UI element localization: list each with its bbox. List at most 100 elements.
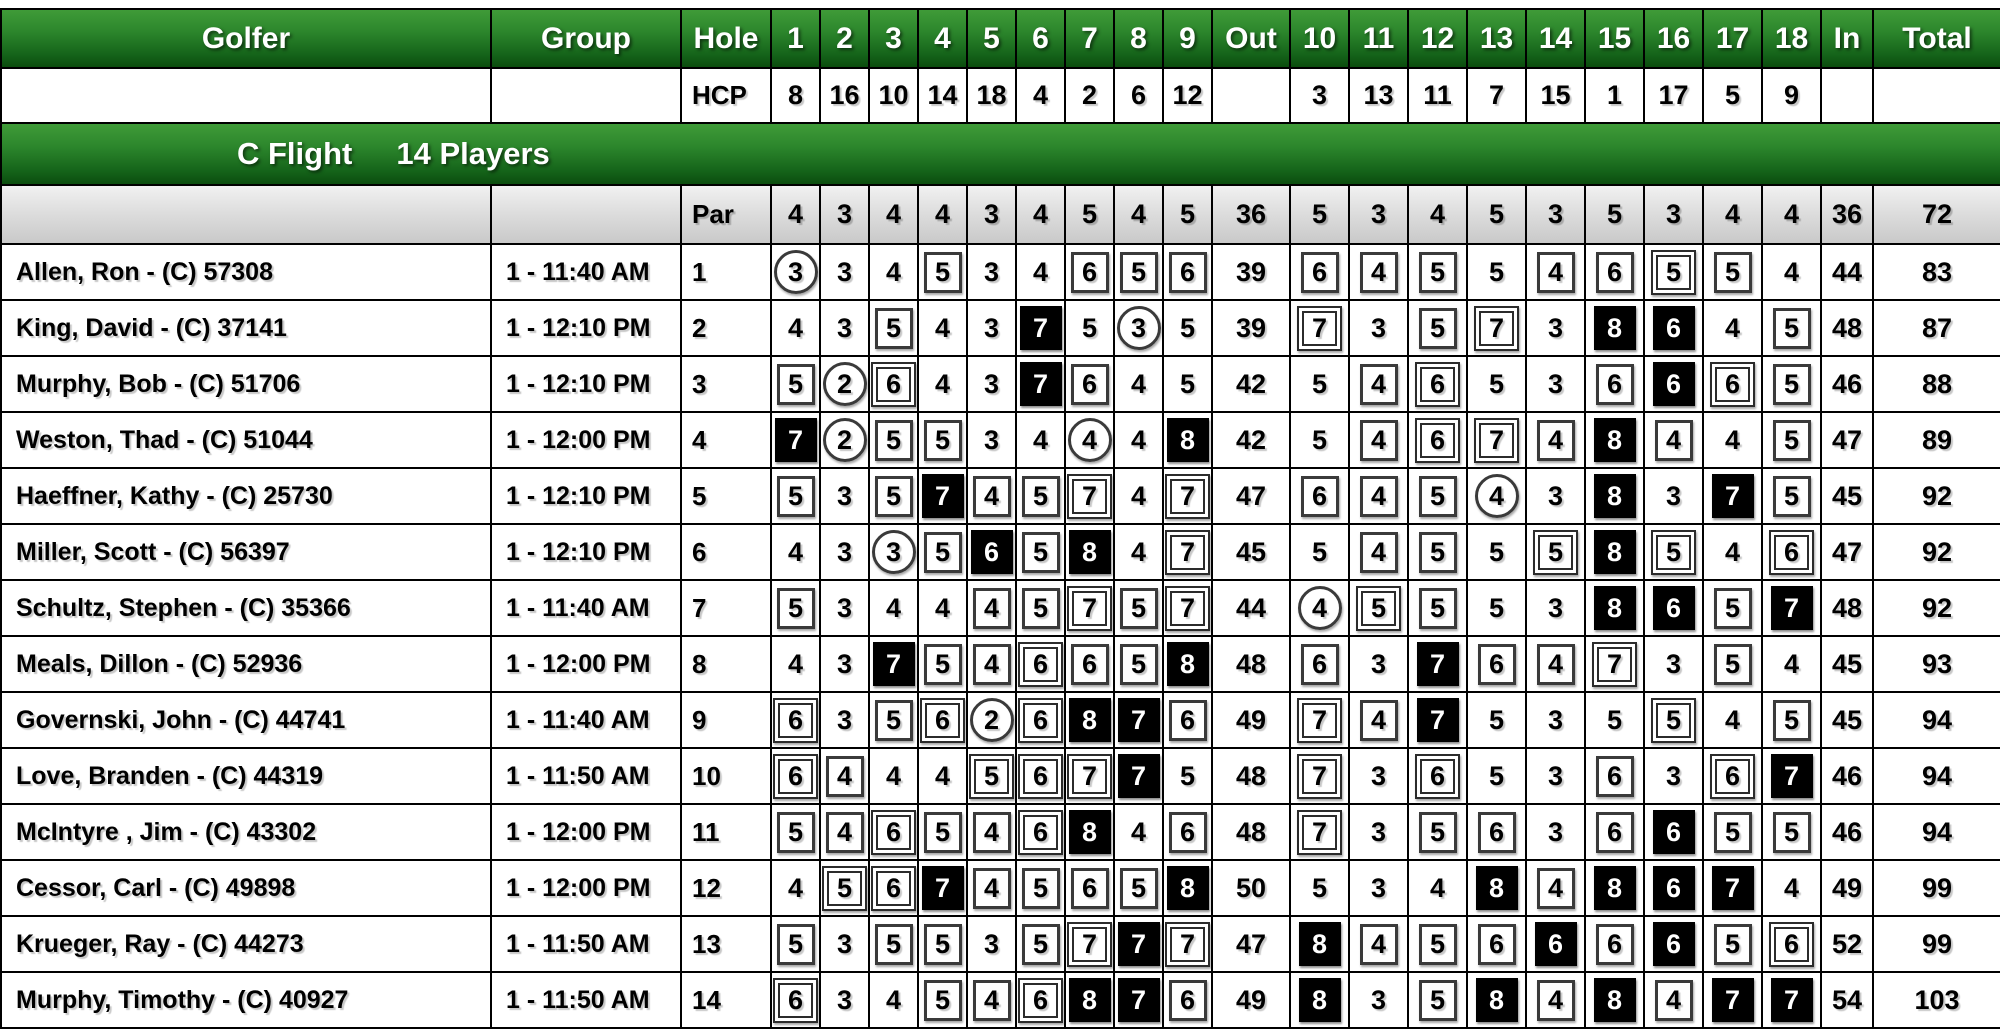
hole-score: 7	[1584, 635, 1645, 693]
hole-score: 6	[1466, 803, 1527, 861]
score-mark-par: 4	[934, 592, 951, 623]
score-mark-par: 4	[885, 984, 902, 1015]
row-number: 8	[680, 635, 772, 693]
hole-score: 5	[1702, 243, 1763, 301]
hole-score: 3	[1348, 803, 1409, 861]
score-mark-par: 3	[836, 648, 853, 679]
hole-score: 7	[1162, 579, 1213, 637]
hole-score: 5	[1015, 579, 1066, 637]
score-mark-double-bogey: 6	[1415, 361, 1460, 407]
score-mark-bogey: 4	[972, 979, 1011, 1021]
group-time: 1 - 12:10 PM	[490, 467, 682, 525]
score-mark-double-bogey: 5	[969, 753, 1014, 799]
score-mark-birdie: 2	[822, 362, 867, 406]
hole-score: 5	[917, 411, 968, 469]
hole-score: 7	[1113, 915, 1164, 973]
hole-score: 7	[1162, 915, 1213, 973]
group-time: 1 - 11:50 AM	[490, 971, 682, 1029]
score-mark-triple-bogey: 7	[1117, 922, 1160, 966]
score-mark-birdie: 2	[969, 698, 1014, 742]
hole-score: 5	[1407, 467, 1468, 525]
hole-score: 5	[1466, 523, 1527, 581]
score-mark-double-bogey: 6	[1018, 697, 1063, 743]
column-header-hole-5: 5	[966, 8, 1017, 69]
hole-score: 5	[770, 915, 821, 973]
in-score: 48	[1820, 579, 1874, 637]
hole-score: 5	[917, 635, 968, 693]
par-value: 3	[1643, 184, 1704, 245]
score-mark-par: 3	[1370, 760, 1387, 791]
hole-score: 3	[819, 635, 870, 693]
score-mark-par: 4	[885, 760, 902, 791]
score-mark-bogey: 4	[1359, 419, 1398, 461]
hole-score: 3	[868, 523, 919, 581]
hole-score: 5	[868, 299, 919, 357]
score-mark-bogey: 5	[874, 307, 913, 349]
hole-score: 6	[1289, 635, 1350, 693]
hcp-total-blank	[1872, 67, 2000, 124]
hole-score: 5	[1407, 803, 1468, 861]
score-mark-par: 4	[934, 368, 951, 399]
hole-score: 5	[1761, 411, 1822, 469]
hole-score: 3	[1525, 355, 1586, 413]
hole-score: 4	[868, 579, 919, 637]
in-score: 47	[1820, 411, 1874, 469]
hole-score: 6	[1015, 971, 1066, 1029]
score-mark-par: 3	[1547, 592, 1564, 623]
par-value: 3	[1525, 184, 1586, 245]
score-mark-bogey: 6	[1595, 251, 1634, 293]
hole-score: 4	[1348, 467, 1409, 525]
hole-score: 4	[1407, 859, 1468, 917]
hole-score: 3	[1348, 299, 1409, 357]
hole-score: 6	[1761, 915, 1822, 973]
score-mark-triple-bogey: 7	[1711, 866, 1754, 910]
score-mark-birdie: 4	[1067, 418, 1112, 462]
row-number: 7	[680, 579, 772, 637]
hole-score: 4	[1348, 523, 1409, 581]
score-mark-par: 3	[836, 536, 853, 567]
score-mark-bogey: 6	[1168, 979, 1207, 1021]
hole-score: 4	[1643, 411, 1704, 469]
hole-score: 6	[868, 859, 919, 917]
in-score: 46	[1820, 355, 1874, 413]
score-mark-double-bogey: 7	[1297, 753, 1342, 799]
group-time: 1 - 11:40 AM	[490, 579, 682, 637]
hole-score: 3	[966, 355, 1017, 413]
score-mark-bogey: 5	[1119, 643, 1158, 685]
score-mark-triple-bogey: 8	[1068, 978, 1111, 1022]
score-mark-bogey: 4	[972, 475, 1011, 517]
hole-score: 5	[1761, 299, 1822, 357]
score-mark-double-bogey: 6	[773, 697, 818, 743]
hole-score: 3	[1525, 467, 1586, 525]
score-mark-par: 5	[1179, 312, 1196, 343]
hole-score: 8	[1584, 411, 1645, 469]
hole-score: 6	[1761, 523, 1822, 581]
hole-score: 5	[1525, 523, 1586, 581]
score-mark-double-bogey: 6	[1415, 417, 1460, 463]
score-mark-par: 3	[1547, 312, 1564, 343]
hole-score: 7	[1289, 299, 1350, 357]
column-header-hole-4: 4	[917, 8, 968, 69]
golfer-name: Allen, Ron - (C) 57308	[0, 243, 492, 301]
score-mark-double-bogey: 5	[1356, 585, 1401, 631]
out-score: 44	[1211, 579, 1291, 637]
score-mark-double-bogey: 5	[822, 865, 867, 911]
score-mark-bogey: 6	[1300, 475, 1339, 517]
score-mark-par: 5	[1488, 536, 1505, 567]
hole-score: 5	[1289, 411, 1350, 469]
hole-score: 5	[1407, 243, 1468, 301]
hole-score: 3	[819, 971, 870, 1029]
hole-score: 4	[1348, 355, 1409, 413]
hole-score: 5	[1162, 747, 1213, 805]
score-mark-bogey: 5	[1418, 307, 1457, 349]
hole-score: 4	[1761, 859, 1822, 917]
score-mark-bogey: 4	[1359, 363, 1398, 405]
hole-score: 7	[1064, 915, 1115, 973]
par-value: 5	[1289, 184, 1350, 245]
score-mark-par: 4	[1724, 536, 1741, 567]
score-mark-double-bogey: 7	[1165, 473, 1210, 519]
score-mark-double-bogey: 6	[871, 809, 916, 855]
hole-score: 7	[1702, 971, 1763, 1029]
hole-score: 6	[1015, 691, 1066, 749]
score-mark-bogey: 6	[1300, 643, 1339, 685]
